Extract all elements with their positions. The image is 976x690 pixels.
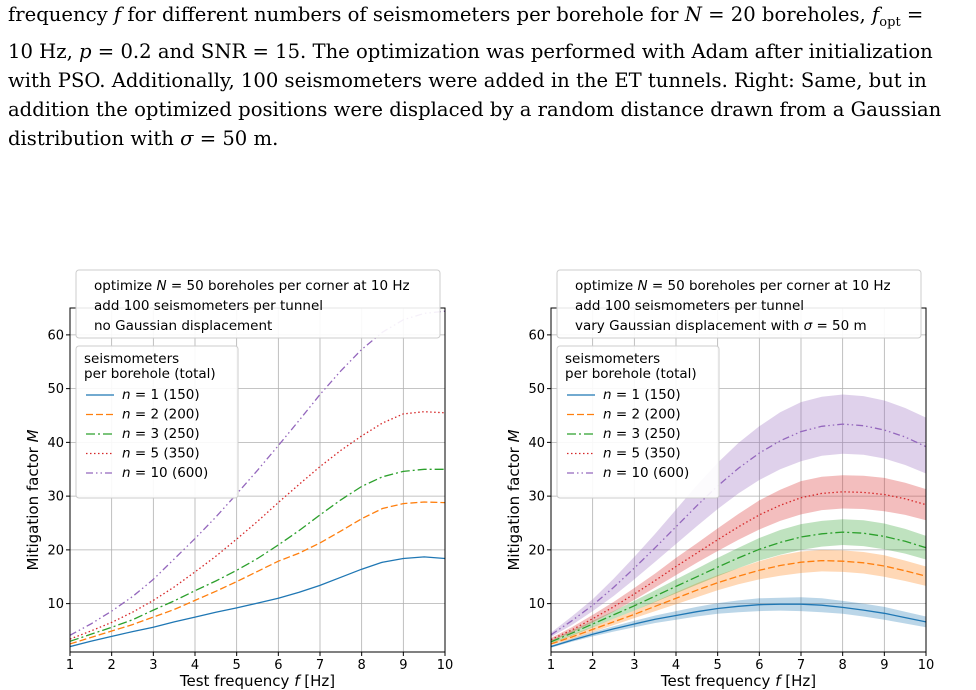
caption-line-1: frequency f for different numbers of sei… xyxy=(8,3,924,30)
band-n3 xyxy=(551,519,926,644)
caption-line-5: distribution with σ = 50 m. xyxy=(8,126,279,150)
annotation-line: add 100 seismometers per tunnel xyxy=(94,298,323,314)
legend-entry-n3: n = 3 (250) xyxy=(122,426,200,442)
legend-title: seismometers xyxy=(565,351,660,367)
band-n2 xyxy=(551,549,926,645)
y-tick-label: 40 xyxy=(528,436,545,451)
annotation-line: optimize N = 50 boreholes per corner at … xyxy=(94,278,410,294)
x-tick-label: 8 xyxy=(358,658,366,673)
y-tick-label: 60 xyxy=(528,328,545,343)
band-n5 xyxy=(551,475,926,642)
y-tick-label: 60 xyxy=(47,328,64,343)
series-line-n2 xyxy=(70,501,445,645)
series-line-n1 xyxy=(70,556,445,648)
annotation-line: add 100 seismometers per tunnel xyxy=(575,298,804,314)
band-n1 xyxy=(551,597,926,648)
chart-2: 1 2 3 4 5 6 7 8 9 10 10 20 30 40 50 60 Test frequency f … xyxy=(505,269,935,690)
legend-entry-n2: n = 2 (200) xyxy=(603,407,681,423)
x-tick-label: 7 xyxy=(316,658,324,673)
y-tick-label: 30 xyxy=(528,490,545,505)
x-tick-label: 10 xyxy=(918,658,935,673)
legend-entry-n10: n = 10 (600) xyxy=(122,465,208,481)
x-tick-label: 3 xyxy=(149,658,157,673)
x-axis-label: Test frequency f [Hz] xyxy=(179,672,335,690)
legend-box xyxy=(75,345,239,499)
chart-1: 1 2 3 4 5 6 7 8 9 10 10 20 30 40 50 60 Test frequency f … xyxy=(24,269,454,690)
caption-line-4: addition the optimized positions were di… xyxy=(8,97,942,121)
y-tick-label: 20 xyxy=(47,543,64,558)
y-tick-label: 50 xyxy=(47,382,64,397)
x-tick-label: 6 xyxy=(274,658,282,673)
y-tick-label: 40 xyxy=(47,436,64,451)
x-tick-label: 8 xyxy=(839,658,847,673)
legend-entry-n10: n = 10 (600) xyxy=(603,465,689,481)
x-tick-label: 4 xyxy=(672,658,680,673)
y-tick-label: 10 xyxy=(528,597,545,612)
legend-title: per borehole (total) xyxy=(84,366,216,382)
y-tick-label: 50 xyxy=(528,382,545,397)
series-line-n2 xyxy=(551,559,926,645)
annotation-line: vary Gaussian displacement with σ = 50 m xyxy=(575,318,867,334)
x-tick-label: 4 xyxy=(191,658,199,673)
series-line-n3 xyxy=(551,531,926,643)
series-line-n1 xyxy=(551,603,926,648)
annotation-box xyxy=(556,269,922,339)
x-tick-label: 7 xyxy=(797,658,805,673)
legend-title: seismometers xyxy=(84,351,179,367)
band-n10 xyxy=(551,394,926,637)
x-tick-label: 3 xyxy=(630,658,638,673)
x-tick-label: 1 xyxy=(66,658,74,673)
x-tick-label: 1 xyxy=(547,658,555,673)
legend-entry-n5: n = 5 (350) xyxy=(122,446,200,462)
caption-line-3: with PSO. Additionally, 100 seismometers… xyxy=(8,68,927,92)
legend-entry-n2: n = 2 (200) xyxy=(122,407,200,423)
y-tick-label: 10 xyxy=(47,597,64,612)
legend-entry-n1: n = 1 (150) xyxy=(603,387,681,403)
annotation-line: no Gaussian displacement xyxy=(94,318,272,334)
x-tick-label: 5 xyxy=(233,658,241,673)
annotation-line: optimize N = 50 boreholes per corner at … xyxy=(575,278,891,294)
legend-entry-n1: n = 1 (150) xyxy=(122,387,200,403)
series-line-n5 xyxy=(70,411,445,640)
x-tick-label: 6 xyxy=(755,658,763,673)
figure-caption: frequency f for different numbers of sei… xyxy=(8,0,970,153)
series-line-n10 xyxy=(551,423,926,636)
x-axis-label: Test frequency f [Hz] xyxy=(660,672,816,690)
legend-box xyxy=(556,345,720,499)
x-tick-label: 2 xyxy=(108,658,116,673)
annotation-box xyxy=(75,269,441,339)
legend-entry-n3: n = 3 (250) xyxy=(603,426,681,442)
legend-entry-n5: n = 5 (350) xyxy=(603,446,681,462)
legend-title: per borehole (total) xyxy=(565,366,697,382)
x-tick-label: 9 xyxy=(399,658,407,673)
x-tick-label: 5 xyxy=(714,658,722,673)
x-tick-label: 10 xyxy=(437,658,454,673)
x-tick-label: 9 xyxy=(880,658,888,673)
y-axis-label: Mitigation factor M xyxy=(24,429,42,570)
y-tick-label: 30 xyxy=(47,490,64,505)
y-axis-label: Mitigation factor M xyxy=(505,429,523,570)
caption-line-2: 10 Hz, p = 0.2 and SNR = 15. The optimiz… xyxy=(8,39,933,63)
series-line-n3 xyxy=(70,468,445,642)
y-tick-label: 20 xyxy=(528,543,545,558)
x-tick-label: 2 xyxy=(589,658,597,673)
